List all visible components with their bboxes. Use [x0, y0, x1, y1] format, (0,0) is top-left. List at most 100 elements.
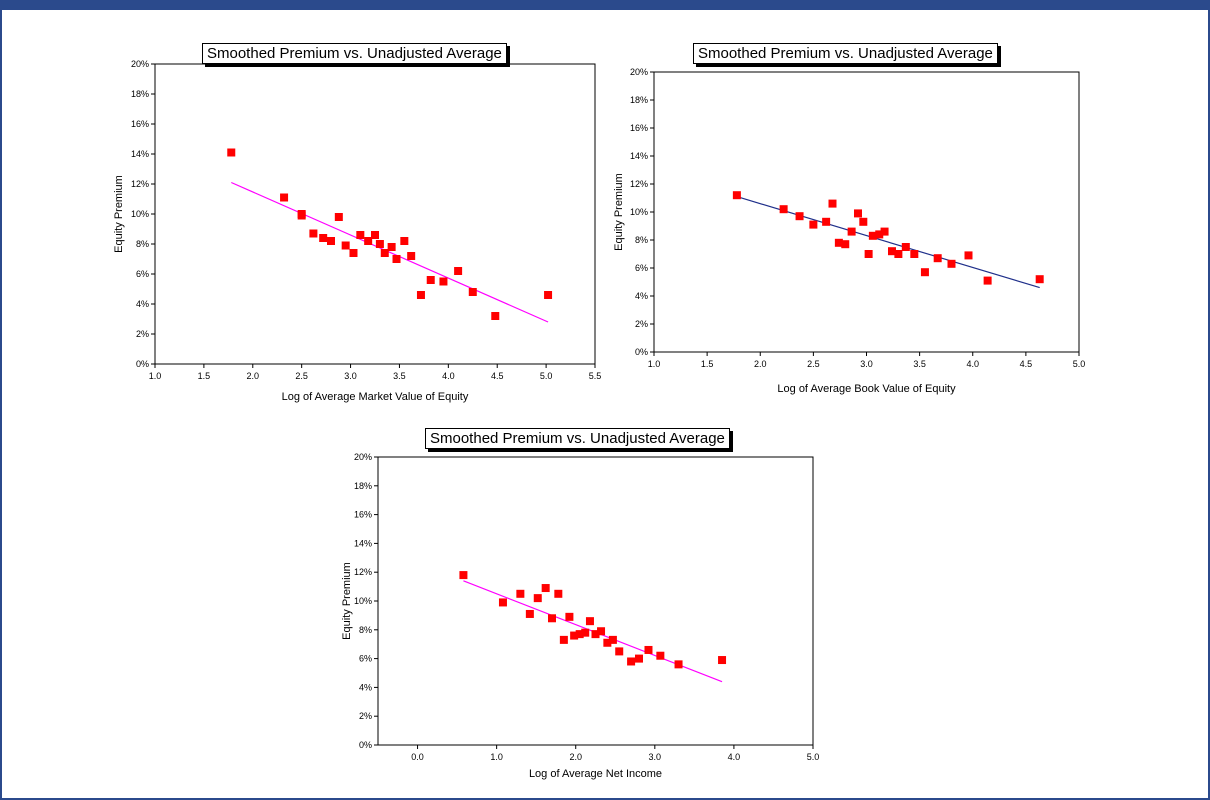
- data-point: [407, 252, 416, 260]
- data-point: [1035, 275, 1044, 284]
- data-point: [334, 213, 343, 221]
- data-point: [627, 657, 636, 666]
- data-point: [635, 654, 643, 663]
- data-point: [297, 211, 306, 220]
- data-point: [901, 243, 910, 251]
- scatter-chart-book-value: 0% 2% 4% 6% 8% 10% 12% 14% 16% 18% 20% 1.0 1.5 2.0 2.5…: [613, 67, 1086, 395]
- x-tick-label: 5.5: [589, 371, 602, 381]
- x-tick-label: 4.5: [1020, 359, 1033, 369]
- data-point: [880, 227, 889, 236]
- data-point: [859, 217, 868, 226]
- data-point: [732, 191, 741, 200]
- x-tick-label: 2.5: [807, 359, 820, 369]
- chart-title: Smoothed Premium vs. Unadjusted Average: [693, 43, 998, 64]
- data-point: [341, 241, 350, 250]
- top-accent-bar: [0, 0, 1210, 10]
- x-tick-label: 3.0: [860, 359, 873, 369]
- x-tick-label: 3.5: [913, 359, 926, 369]
- data-point: [718, 656, 727, 665]
- data-point: [548, 614, 556, 623]
- y-axis-label: Equity Premium: [613, 173, 625, 251]
- y-tick-label: 4%: [136, 299, 149, 309]
- y-tick-label: 2%: [359, 711, 372, 721]
- y-tick-label: 6%: [635, 263, 648, 273]
- plot-area: [377, 456, 814, 746]
- data-point: [380, 249, 389, 257]
- data-point: [615, 647, 624, 656]
- y-tick-label: 0%: [635, 347, 648, 357]
- x-tick-label: 0.0: [411, 752, 424, 762]
- data-point: [847, 227, 856, 236]
- y-tick-label: 2%: [635, 319, 648, 329]
- y-tick-label: 8%: [136, 239, 149, 249]
- plot-area: [154, 63, 596, 365]
- data-point: [983, 276, 992, 285]
- data-point: [227, 148, 236, 157]
- y-tick-label: 20%: [354, 452, 372, 462]
- data-point: [575, 630, 584, 639]
- y-tick-label: 4%: [635, 291, 648, 301]
- x-tick-label: 1.0: [490, 752, 503, 762]
- chart-panel-book-value: 0% 2% 4% 6% 8% 10% 12% 14% 16% 18% 20% 1.0 1.5 2.0 2.5…: [610, 40, 1100, 415]
- data-point: [541, 584, 550, 593]
- data-point: [570, 631, 579, 640]
- scatter-chart-net-income: 0% 2% 4% 6% 8% 10% 12% 14% 16% 18% 20% 0.0 1.0 2.0 3.0…: [341, 452, 819, 780]
- plot-area: [653, 71, 1080, 353]
- data-point: [387, 243, 396, 251]
- data-point: [498, 598, 507, 607]
- y-tick-label: 14%: [131, 149, 149, 159]
- x-tick-label: 1.5: [701, 359, 714, 369]
- data-point: [439, 277, 448, 286]
- y-tick-label: 18%: [131, 89, 149, 99]
- y-axis-label: Equity Premium: [341, 562, 353, 640]
- y-tick-label: 8%: [359, 625, 372, 635]
- x-tick-label: 2.0: [247, 371, 260, 381]
- data-point: [888, 247, 896, 256]
- data-point: [809, 220, 818, 229]
- data-point: [591, 630, 600, 639]
- data-point: [868, 231, 877, 240]
- x-tick-label: 5.0: [540, 371, 553, 381]
- y-tick-label: 10%: [630, 207, 648, 217]
- data-point: [371, 231, 379, 239]
- data-point: [356, 231, 365, 239]
- y-tick-label: 12%: [630, 179, 648, 189]
- data-point: [491, 312, 500, 320]
- data-point: [375, 240, 384, 248]
- data-point: [828, 199, 837, 208]
- data-point: [319, 234, 328, 242]
- x-axis-label: Log of Average Book Value of Equity: [777, 383, 956, 395]
- y-tick-label: 4%: [359, 682, 372, 692]
- data-point: [309, 229, 318, 238]
- y-tick-label: 14%: [630, 151, 648, 161]
- x-tick-label: 4.5: [491, 371, 504, 381]
- data-point: [364, 237, 373, 245]
- chart-title: Smoothed Premium vs. Unadjusted Average: [425, 428, 730, 449]
- data-point: [864, 250, 873, 258]
- y-tick-label: 16%: [131, 119, 149, 129]
- x-tick-label: 1.0: [648, 359, 661, 369]
- data-point: [822, 217, 831, 226]
- data-point: [349, 249, 358, 257]
- data-point: [426, 276, 435, 284]
- x-tick-label: 5.0: [1073, 359, 1086, 369]
- y-axis-label: Equity Premium: [113, 175, 125, 253]
- y-tick-label: 0%: [136, 359, 149, 369]
- x-tick-label: 4.0: [442, 371, 455, 381]
- y-tick-label: 12%: [131, 179, 149, 189]
- data-point: [608, 635, 617, 644]
- chart-panel-market-value: 0% 2% 4% 6% 8% 10% 12% 14% 16% 18% 20% 1.0 1.5 2.0 2.5…: [100, 40, 610, 415]
- data-point: [516, 589, 525, 598]
- data-point: [585, 617, 594, 626]
- y-tick-label: 16%: [354, 510, 372, 520]
- data-point: [894, 250, 903, 258]
- x-tick-label: 4.0: [966, 359, 979, 369]
- data-point: [795, 212, 804, 221]
- x-tick-label: 3.0: [649, 752, 662, 762]
- data-point: [468, 288, 477, 296]
- data-point: [964, 251, 973, 260]
- data-point: [597, 627, 606, 636]
- y-tick-label: 6%: [359, 654, 372, 664]
- data-point: [834, 238, 843, 247]
- y-tick-label: 18%: [354, 481, 372, 491]
